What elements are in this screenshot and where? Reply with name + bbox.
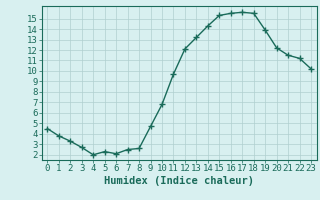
X-axis label: Humidex (Indice chaleur): Humidex (Indice chaleur): [104, 176, 254, 186]
